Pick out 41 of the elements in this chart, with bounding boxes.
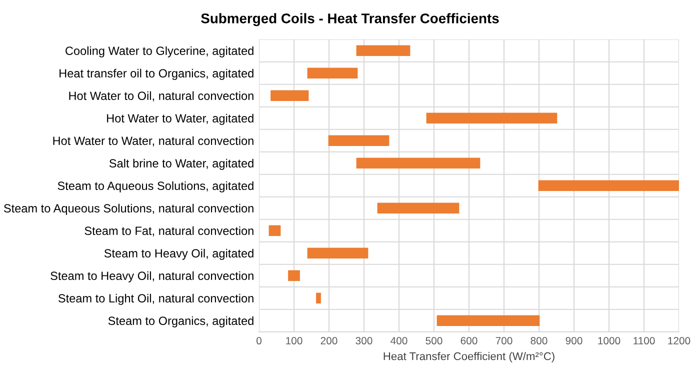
x-tick-label: 800	[530, 337, 548, 344]
x-tick-label: 100	[286, 337, 302, 344]
x-tick-label: 400	[390, 337, 408, 344]
bar	[268, 225, 281, 236]
y-tick-label: Steam to Light Oil, natural convection	[58, 294, 254, 305]
x-tick-label: 700	[496, 337, 512, 344]
bar	[270, 90, 309, 102]
bar	[436, 315, 540, 326]
bar	[307, 68, 358, 79]
x-tick-label: 1200	[668, 337, 690, 344]
y-tick-label: Steam to Aqueous Solutions, natural convection	[4, 204, 254, 215]
bar	[288, 270, 300, 282]
chart-title: Submerged Coils - Heat Transfer Coefficients	[201, 13, 499, 26]
bar	[426, 112, 558, 124]
x-tick-label: 500	[426, 337, 442, 344]
x-tick-label: 600	[460, 337, 478, 344]
x-tick-label: 900	[566, 337, 582, 344]
y-tick-label: Heat transfer oil to Organics, agitated	[60, 68, 254, 80]
x-tick-label: 0	[256, 337, 262, 344]
bar	[538, 180, 679, 192]
bar	[328, 135, 390, 146]
x-axis-title: Heat Transfer Coefficient (W/m²°C)	[384, 352, 554, 362]
y-tick-label: Steam to Heavy Oil, agitated	[104, 248, 254, 260]
bar	[377, 202, 460, 214]
x-tick-label: 1100	[634, 337, 655, 344]
y-tick-label: Steam to Aqueous Solutions, agitated	[58, 181, 254, 192]
y-tick-label: Steam to Organics, agitated	[108, 316, 254, 328]
y-tick-label: Steam to Heavy Oil, natural convection	[50, 271, 254, 282]
bar	[316, 292, 321, 304]
y-tick-label: Hot Water to Water, natural convection	[53, 136, 254, 146]
y-tick-label: Salt brine to Water, agitated	[109, 158, 254, 170]
y-tick-label: Hot Water to Oil, natural convection	[69, 91, 254, 102]
bar	[356, 158, 480, 169]
bar	[307, 248, 368, 259]
y-tick-label: Cooling Water to Glycerine, agitated	[66, 46, 254, 58]
y-tick-label: Hot Water to Water, agitated	[107, 114, 254, 125]
y-tick-label: Steam to Fat, natural convection	[84, 226, 254, 236]
bar	[356, 45, 410, 56]
x-tick-label: 200	[320, 337, 338, 344]
x-tick-label: 300	[356, 337, 372, 344]
x-tick-label: 1000	[598, 337, 620, 344]
